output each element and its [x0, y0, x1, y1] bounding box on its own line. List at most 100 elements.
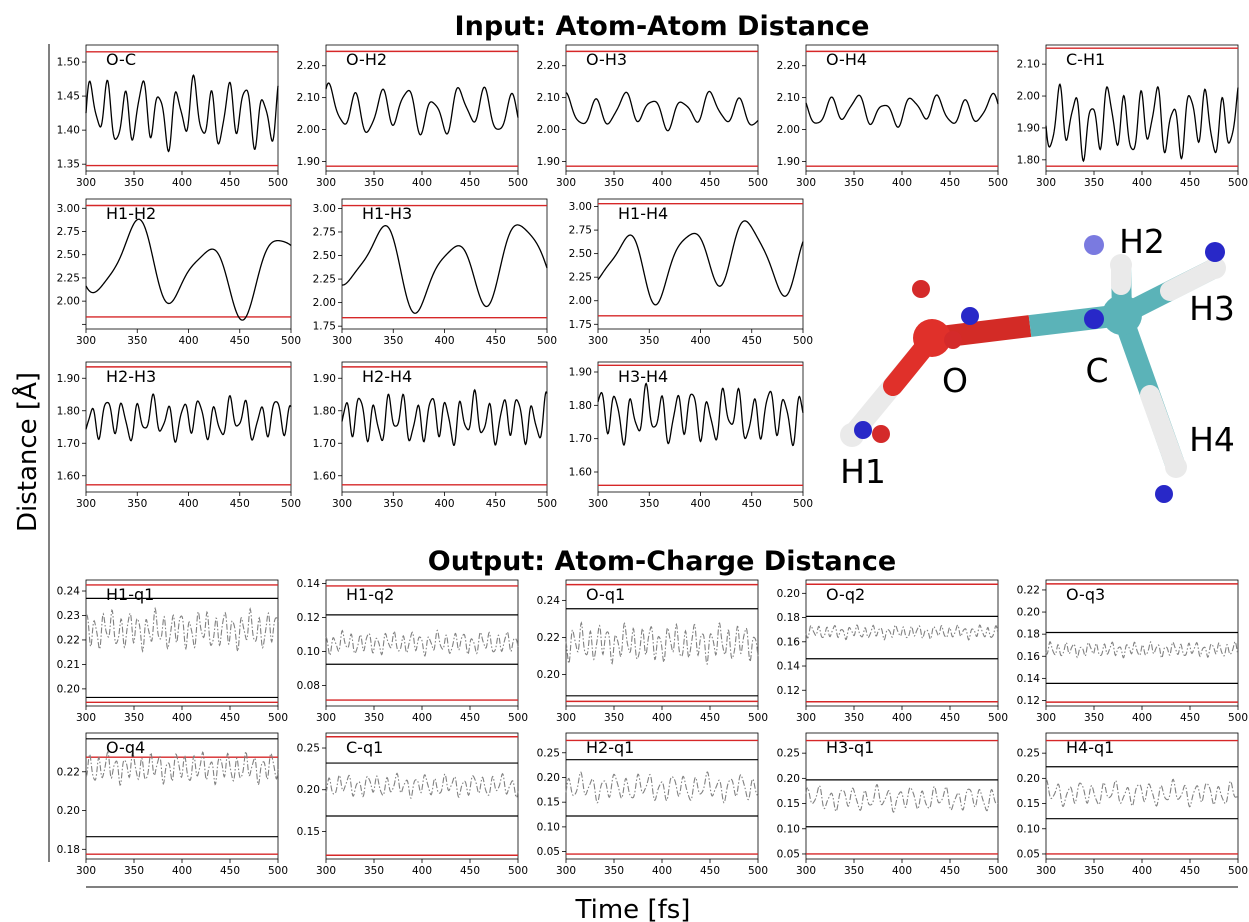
atom-h3 [1204, 257, 1226, 279]
x-tick-label: 300 [556, 712, 576, 724]
x-tick-label: 450 [230, 335, 250, 347]
y-tick-label: 1.90 [57, 373, 80, 385]
panel-label: O-H4 [826, 50, 867, 69]
x-tick-label: 500 [988, 712, 1008, 724]
y-tick-label: 1.90 [777, 156, 800, 168]
panel-label: C-H1 [1066, 50, 1105, 69]
series-line [85, 750, 279, 787]
atom-label-c: C [1085, 351, 1108, 390]
y-tick-label: 2.75 [569, 225, 592, 237]
x-tick-label: 300 [796, 177, 816, 189]
panel-label: O-H2 [346, 50, 387, 69]
atom-label-h3: H3 [1189, 289, 1235, 328]
y-tick-label: 0.22 [537, 632, 560, 644]
y-tick-label: 0.10 [297, 646, 320, 658]
x-tick-label: 350 [604, 712, 624, 724]
y-tick-label: 2.00 [313, 297, 336, 309]
x-tick-label: 450 [1180, 712, 1200, 724]
x-tick-label: 350 [1084, 865, 1104, 877]
y-tick-label: 1.90 [537, 156, 560, 168]
x-tick-label: 350 [639, 335, 659, 347]
atom-h2 [1110, 254, 1132, 276]
x-tick-label: 350 [844, 177, 864, 189]
y-tick-label: 2.50 [569, 248, 592, 260]
x-tick-label: 450 [742, 498, 762, 510]
x-tick-label: 350 [364, 712, 384, 724]
y-tick-label: 0.25 [1017, 748, 1040, 760]
series-line [805, 783, 999, 813]
panel-o-q2: 300 350 400 450 500 0.12 0.14 0.16 0.18 0.20 O-q2 [777, 579, 1008, 724]
y-tick-label: 0.15 [777, 798, 800, 810]
x-tick-label: 350 [844, 865, 864, 877]
panel-h2-h4: 300 350 400 450 500 1.60 1.70 1.80 1.90 H2-H4 [313, 361, 557, 510]
y-tick-label: 2.00 [1017, 91, 1040, 103]
panel-h1-q2: 300 350 400 450 500 0.08 0.10 0.12 0.14 H1-q2 [297, 578, 528, 724]
charge-red-2 [944, 331, 962, 349]
panel-label: O-C [106, 50, 136, 69]
x-tick-label: 500 [268, 177, 288, 189]
x-tick-label: 450 [700, 712, 720, 724]
x-tick-label: 400 [652, 712, 672, 724]
panel-label: O-H3 [586, 50, 627, 69]
y-tick-label: 0.18 [777, 612, 800, 624]
x-tick-label: 350 [124, 712, 144, 724]
y-tick-label: 0.25 [777, 748, 800, 760]
y-tick-label: 0.14 [297, 578, 321, 590]
y-tick-label: 0.05 [777, 848, 800, 860]
panel-c-h1: 300 350 400 450 500 1.80 1.90 2.00 2.10 C-H1 [1017, 44, 1248, 189]
x-tick-label: 300 [316, 177, 336, 189]
y-tick-label: 0.14 [777, 661, 801, 673]
panel-label: O-q1 [586, 585, 625, 604]
series-line [85, 74, 279, 153]
charge-blue-2 [1084, 309, 1104, 329]
x-tick-label: 300 [332, 335, 352, 347]
series-line [1045, 778, 1239, 808]
panel-o-h4: 300 350 400 450 500 1.90 2.00 2.10 2.20 O-H4 [777, 44, 1008, 189]
panel-label: H1-q1 [106, 585, 154, 604]
series-line [325, 772, 519, 800]
x-tick-label: 500 [988, 177, 1008, 189]
y-tick-label: 2.20 [537, 60, 560, 72]
x-tick-label: 500 [748, 865, 768, 877]
y-tick-label: 1.90 [569, 367, 592, 379]
y-tick-label: 0.12 [297, 612, 320, 624]
x-tick-label: 400 [412, 865, 432, 877]
charge-blue-3 [1084, 235, 1104, 255]
y-tick-label: 1.70 [569, 433, 592, 445]
y-tick-label: 3.00 [57, 203, 80, 215]
x-tick-label: 300 [796, 712, 816, 724]
y-tick-label: 0.20 [1017, 773, 1040, 785]
x-tick-label: 450 [220, 865, 240, 877]
series-line [597, 382, 804, 447]
x-tick-label: 450 [940, 712, 960, 724]
y-tick-label: 0.20 [297, 784, 320, 796]
x-tick-label: 300 [76, 498, 96, 510]
x-tick-label: 300 [76, 177, 96, 189]
y-tick-label: 0.20 [57, 805, 80, 817]
y-tick-label: 0.10 [537, 821, 560, 833]
x-tick-label: 350 [844, 712, 864, 724]
panel-h1-h3: 300 350 400 450 500 1.75 2.00 2.25 2.50 2.75 3.00 H… [313, 198, 557, 347]
atom-label-h4: H4 [1189, 420, 1235, 459]
series-line [1045, 640, 1239, 659]
x-tick-label: 450 [700, 865, 720, 877]
series-line [565, 621, 759, 666]
series-line [341, 224, 548, 314]
x-tick-label: 350 [639, 498, 659, 510]
x-tick-label: 450 [220, 712, 240, 724]
panel-label: O-q4 [106, 738, 145, 757]
panel-label: C-q1 [346, 738, 383, 757]
x-tick-label: 450 [940, 177, 960, 189]
charge-red-3 [872, 425, 890, 443]
y-tick-label: 2.50 [57, 249, 80, 261]
x-tick-label: 300 [316, 865, 336, 877]
panel-label: O-q3 [1066, 585, 1105, 604]
x-tick-label: 350 [604, 865, 624, 877]
y-tick-label: 0.15 [297, 826, 320, 838]
y-tick-label: 0.10 [777, 823, 800, 835]
x-tick-label: 500 [508, 865, 528, 877]
y-tick-label: 0.24 [57, 586, 81, 598]
y-tick-label: 0.20 [57, 683, 80, 695]
x-tick-label: 350 [604, 177, 624, 189]
charge-blue-5 [1155, 485, 1173, 503]
